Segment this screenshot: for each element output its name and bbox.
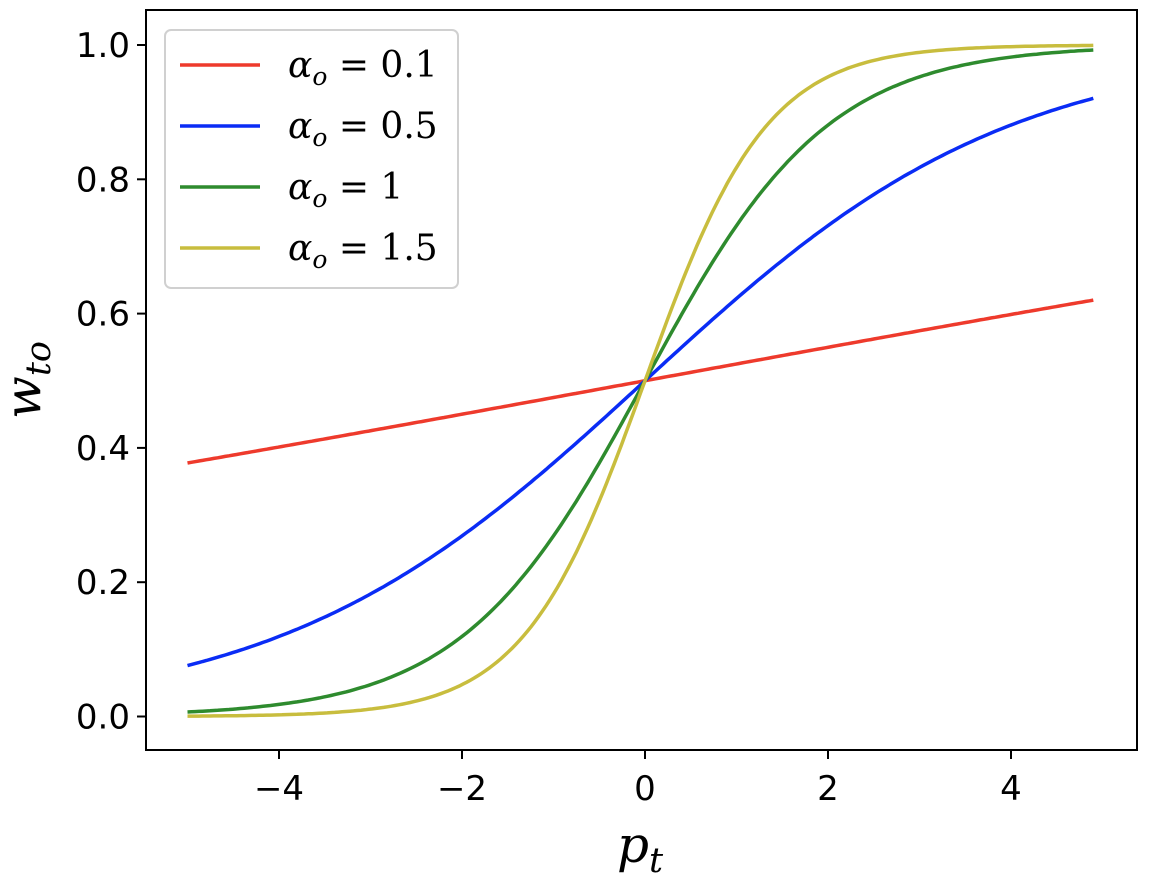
y-tick-label: 0.2 (76, 563, 130, 603)
y-axis-label-base: w (0, 376, 52, 419)
series-layer (187, 43, 1094, 718)
legend-box (164, 29, 459, 289)
series-line-0 (187, 298, 1094, 465)
x-tick-label: −2 (437, 769, 487, 809)
legend-entries: αo = 0.1 αo = 0.5 αo = 1 αo = 1.5 (180, 45, 438, 274)
series-line-3 (187, 43, 1094, 718)
series-line-1 (187, 96, 1094, 668)
x-tick-label: −4 (254, 769, 304, 809)
y-axis-ticks: 0.0 0.2 0.4 0.6 0.8 1.0 (76, 26, 146, 738)
legend-label-3: αo = 1.5 (288, 228, 438, 274)
x-tick-label: 4 (1000, 769, 1022, 809)
y-tick-label: 0.6 (76, 295, 130, 335)
y-tick-label: 0.8 (76, 160, 130, 200)
legend-label-2: αo = 1 (288, 167, 403, 213)
y-tick-label: 0.4 (76, 429, 130, 469)
x-axis-label: pt (617, 816, 664, 881)
x-axis-label-base: p (617, 816, 649, 874)
y-tick-label: 0.0 (76, 698, 130, 738)
y-axis-label: wto (0, 341, 59, 419)
y-axis-label-sub: to (19, 341, 59, 376)
x-axis-ticks: −4 −2 0 2 4 (254, 750, 1022, 809)
y-tick-label: 1.0 (76, 26, 130, 66)
x-axis-label-sub: t (649, 841, 664, 881)
x-tick-label: 0 (634, 769, 656, 809)
legend: αo = 0.1 αo = 0.5 αo = 1 αo = 1.5 (164, 29, 459, 289)
legend-label-1: αo = 0.5 (288, 106, 438, 152)
plot-frame (145, 9, 1138, 751)
legend-label-0: αo = 0.1 (288, 45, 438, 91)
x-tick-label: 2 (817, 769, 839, 809)
